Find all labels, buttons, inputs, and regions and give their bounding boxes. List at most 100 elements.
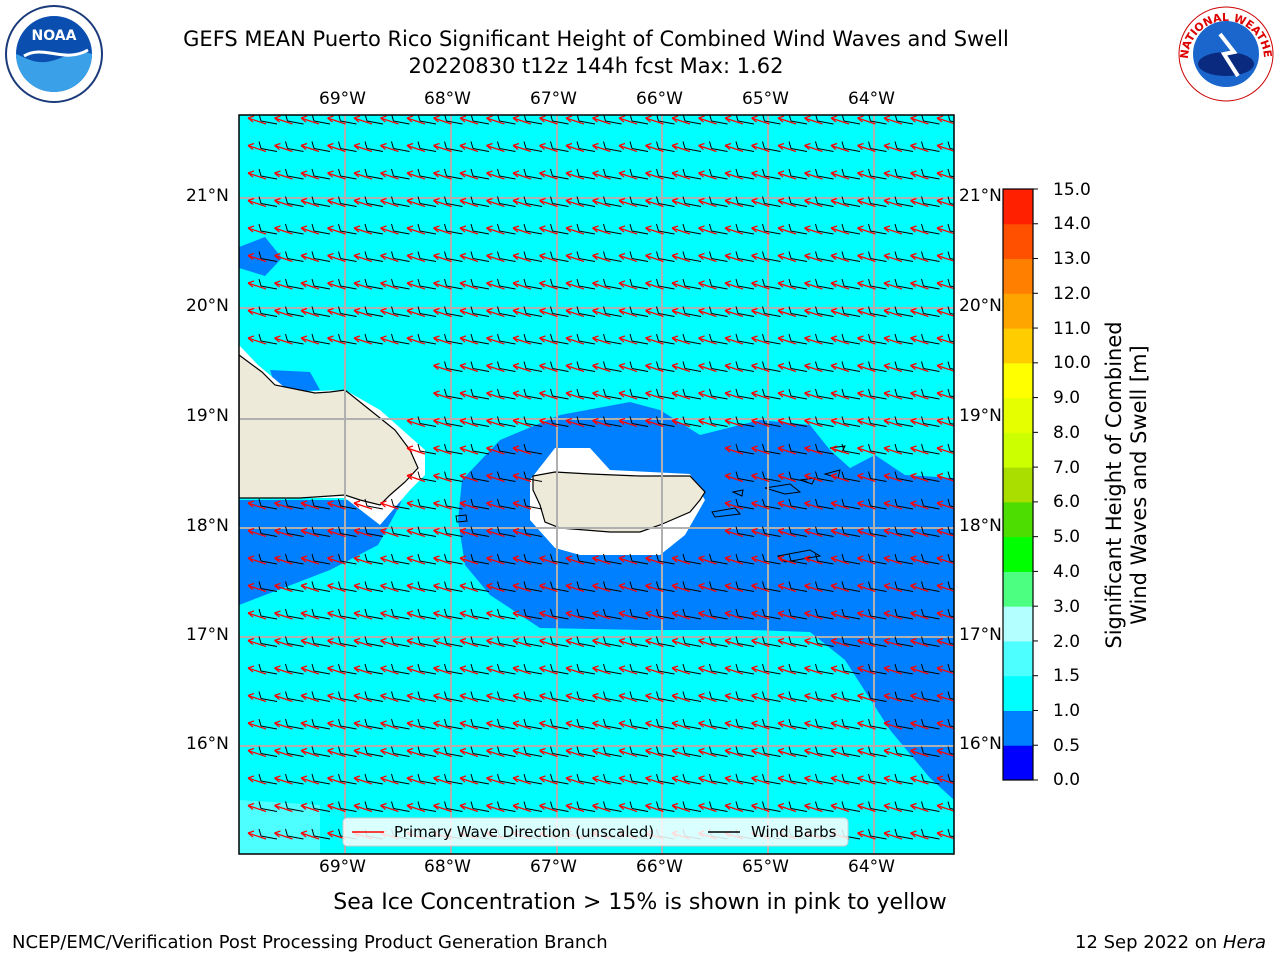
wind-barb: [603, 196, 622, 207]
wave-direction-arrow: [406, 665, 426, 675]
wave-direction-arrow: [777, 555, 797, 565]
wave-direction-arrow: [724, 637, 744, 648]
wave-direction-arrow: [406, 225, 426, 235]
wind-barb: [629, 388, 649, 400]
wave-direction-arrow: [777, 692, 797, 703]
wave-direction-arrow: [671, 252, 691, 263]
wave-direction-arrow: [539, 115, 558, 125]
wind-barb: [815, 801, 834, 812]
wind-barb: [497, 608, 516, 620]
wave-direction-arrow: [645, 637, 664, 648]
colorbar-tick-label: 14.0: [1053, 214, 1091, 234]
wind-barb: [656, 801, 675, 812]
wave-direction-arrow: [486, 307, 505, 318]
wave-direction-arrow: [645, 225, 664, 235]
wind-barb: [841, 416, 861, 427]
wave-direction-arrow: [830, 720, 850, 730]
wind-barb: [523, 333, 543, 345]
wave-direction-arrow: [671, 692, 691, 703]
lon-label-bottom: 66°W: [636, 857, 683, 877]
wave-direction-arrow: [459, 280, 479, 290]
colorbar-tick-label: 6.0: [1053, 492, 1081, 512]
wave-direction-arrow: [751, 665, 770, 675]
wind-barb: [815, 553, 834, 565]
wind-barb: [629, 168, 649, 180]
wind-barb: [470, 306, 490, 317]
wave-direction-arrow: [804, 417, 823, 428]
wave-direction-arrow: [565, 362, 585, 373]
wave-direction-arrow: [300, 802, 320, 813]
wind-barb: [258, 773, 278, 785]
wave-direction-arrow: [327, 500, 346, 510]
wave-direction-arrow: [804, 802, 823, 813]
wind-barb: [947, 801, 954, 810]
wind-barb: [894, 223, 914, 235]
wave-direction-arrow: [300, 170, 320, 180]
wave-direction-arrow: [353, 225, 373, 235]
wave-direction-arrow: [592, 142, 611, 153]
wind-barb: [470, 691, 490, 702]
wind-barb: [682, 801, 702, 812]
wave-direction-arrow: [936, 720, 954, 730]
colorbar-tick-label: 3.0: [1053, 597, 1081, 617]
wind-barb: [868, 471, 887, 482]
wind-barb: [550, 196, 569, 207]
wave-direction-arrow: [883, 775, 903, 785]
wave-direction-arrow: [539, 555, 558, 565]
wind-barb: [470, 746, 490, 757]
wave-direction-arrow: [247, 555, 267, 565]
wave-direction-arrow: [486, 802, 505, 813]
wind-barb: [947, 663, 954, 673]
wind-barb: [629, 278, 649, 290]
wind-barb: [735, 388, 755, 400]
lat-label-right: 18°N: [959, 516, 1002, 536]
wave-direction-arrow: [724, 252, 744, 263]
wind-barb: [868, 443, 887, 455]
wind-barb: [470, 443, 490, 455]
wave-direction-arrow: [777, 637, 797, 648]
wave-direction-arrow: [645, 170, 664, 180]
wind-barb: [417, 581, 437, 592]
wind-barb: [470, 333, 490, 345]
wind-barb: [788, 801, 808, 812]
wind-barb: [550, 388, 569, 400]
wind-barb: [629, 746, 649, 757]
wind-barb: [894, 388, 914, 400]
wave-direction-arrow: [433, 500, 452, 510]
wind-barb: [762, 608, 781, 620]
wave-direction-arrow: [910, 747, 929, 758]
wind-barb: [762, 223, 781, 235]
wind-barb: [417, 553, 437, 565]
wind-barb: [656, 416, 675, 427]
wind-barb: [417, 471, 437, 482]
wave-direction-arrow: [618, 637, 638, 648]
wind-barb: [364, 773, 384, 785]
wave-direction-arrow: [910, 280, 929, 290]
lat-label-left: 16°N: [186, 734, 229, 754]
wave-direction-arrow: [433, 417, 452, 428]
wind-barb: [709, 581, 728, 592]
wave-direction-arrow: [883, 142, 903, 153]
wind-barb: [921, 581, 940, 592]
wind-barb: [921, 196, 940, 207]
wind-barb: [470, 168, 490, 180]
colorbar-tick-label: 0.5: [1053, 736, 1081, 756]
wind-barb: [523, 608, 543, 620]
wind-barb: [523, 801, 543, 812]
wave-direction-arrow: [857, 720, 876, 730]
wave-direction-arrow: [274, 747, 293, 758]
wind-barb: [603, 306, 622, 317]
wind-barb: [921, 251, 940, 262]
wind-barb: [762, 416, 781, 427]
wind-barb: [497, 278, 516, 290]
chart-title: GEFS MEAN Puerto Rico Significant Height…: [183, 27, 1009, 51]
wind-barb: [921, 526, 940, 537]
wind-barb: [258, 553, 278, 565]
wave-direction-arrow: [698, 115, 717, 125]
wave-direction-arrow: [671, 280, 691, 290]
wind-barb: [576, 223, 596, 235]
wave-direction-arrow: [327, 115, 346, 125]
wave-direction-arrow: [512, 775, 532, 785]
wind-barb: [629, 416, 649, 427]
wave-direction-arrow: [327, 142, 346, 153]
